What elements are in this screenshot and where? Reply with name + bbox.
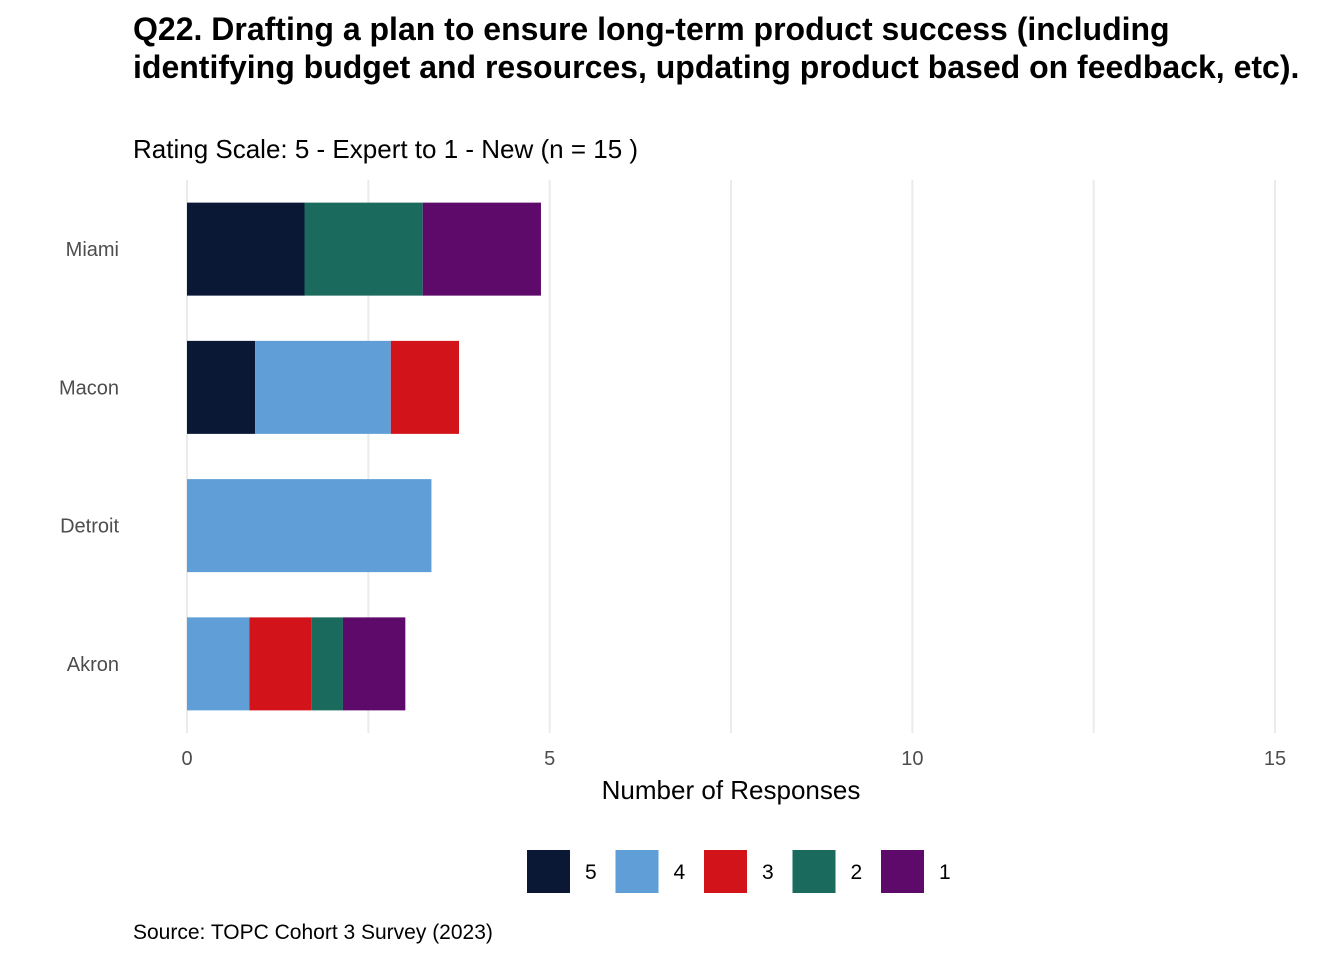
chart-subtitle: Rating Scale: 5 - Expert to 1 - New (n =…: [133, 134, 639, 164]
bar-macon-rating-5: [187, 340, 256, 434]
bar-miami-rating-5: [187, 202, 305, 296]
legend: 5 4 3 2 1: [527, 850, 951, 893]
y-tick-label: Macon: [59, 377, 119, 399]
legend-key-2: [792, 850, 836, 893]
legend-key-1: [881, 850, 924, 893]
bar-akron-rating-4: [187, 617, 250, 711]
y-tick-label: Akron: [67, 654, 119, 676]
bar-miami-rating-1: [422, 202, 541, 296]
x-tick-label: 15: [1264, 748, 1286, 770]
bar-akron-rating-3: [249, 617, 312, 711]
legend-key-4: [615, 850, 659, 893]
legend-key-3: [704, 850, 747, 893]
x-tick-label: 10: [901, 748, 923, 770]
legend-label-3: 3: [762, 861, 774, 884]
y-tick-label: Detroit: [60, 516, 119, 538]
bar-akron-rating-1: [342, 617, 406, 711]
bar-detroit-rating-4: [187, 479, 432, 573]
bar-miami-rating-2: [304, 202, 423, 296]
legend-key-5: [527, 850, 570, 893]
bar-macon-rating-4: [255, 340, 391, 434]
x-tick-label: 0: [181, 748, 192, 770]
y-axis-ticks: Miami Macon Detroit Akron: [59, 239, 119, 676]
x-axis-title: Number of Responses: [602, 775, 861, 805]
y-tick-label: Miami: [66, 239, 119, 261]
bar-akron-rating-2: [311, 617, 343, 711]
legend-label-1: 1: [939, 861, 951, 884]
x-axis-ticks: 0 5 10 15: [181, 748, 1286, 770]
bar-macon-rating-3: [390, 340, 459, 434]
bars: [187, 202, 541, 711]
legend-label-5: 5: [585, 861, 597, 884]
chart-caption: Source: TOPC Cohort 3 Survey (2023): [133, 921, 493, 944]
chart-title: Q22. Drafting a plan to ensure long-term…: [133, 11, 1300, 85]
x-tick-label: 5: [544, 748, 555, 770]
legend-label-4: 4: [674, 861, 686, 884]
legend-label-2: 2: [851, 861, 863, 884]
